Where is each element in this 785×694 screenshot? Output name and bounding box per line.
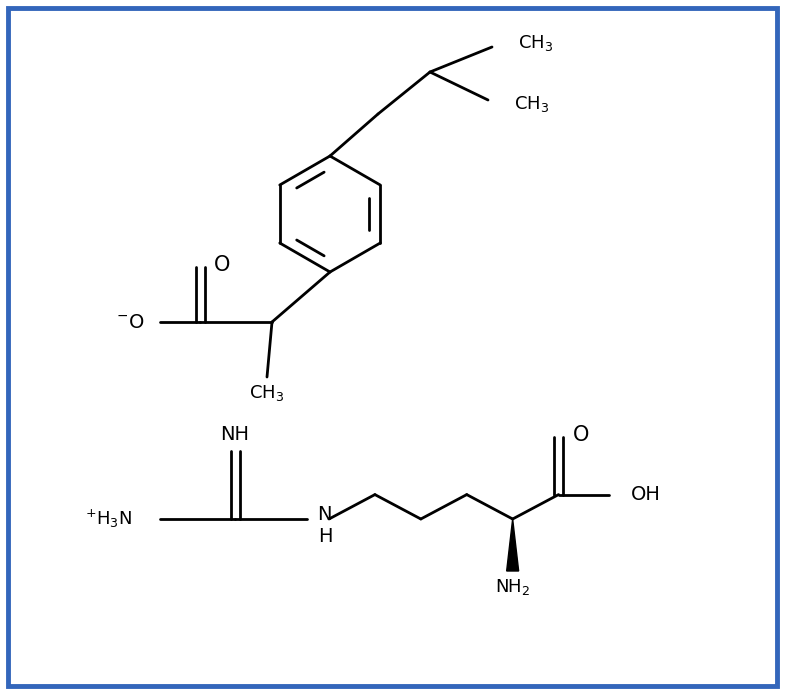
Text: NH: NH bbox=[221, 425, 250, 443]
Text: $^{+}$H$_3$N: $^{+}$H$_3$N bbox=[85, 508, 132, 530]
Text: O: O bbox=[572, 425, 589, 445]
Text: OH: OH bbox=[630, 485, 660, 504]
Text: N: N bbox=[317, 505, 331, 525]
Text: CH$_3$: CH$_3$ bbox=[518, 33, 553, 53]
Text: CH$_3$: CH$_3$ bbox=[250, 383, 285, 403]
Text: H: H bbox=[318, 527, 333, 545]
Text: NH$_2$: NH$_2$ bbox=[495, 577, 531, 597]
Text: O: O bbox=[214, 255, 230, 275]
Text: $^{-}$O: $^{-}$O bbox=[115, 312, 144, 332]
Polygon shape bbox=[506, 519, 519, 571]
Text: CH$_3$: CH$_3$ bbox=[514, 94, 550, 114]
